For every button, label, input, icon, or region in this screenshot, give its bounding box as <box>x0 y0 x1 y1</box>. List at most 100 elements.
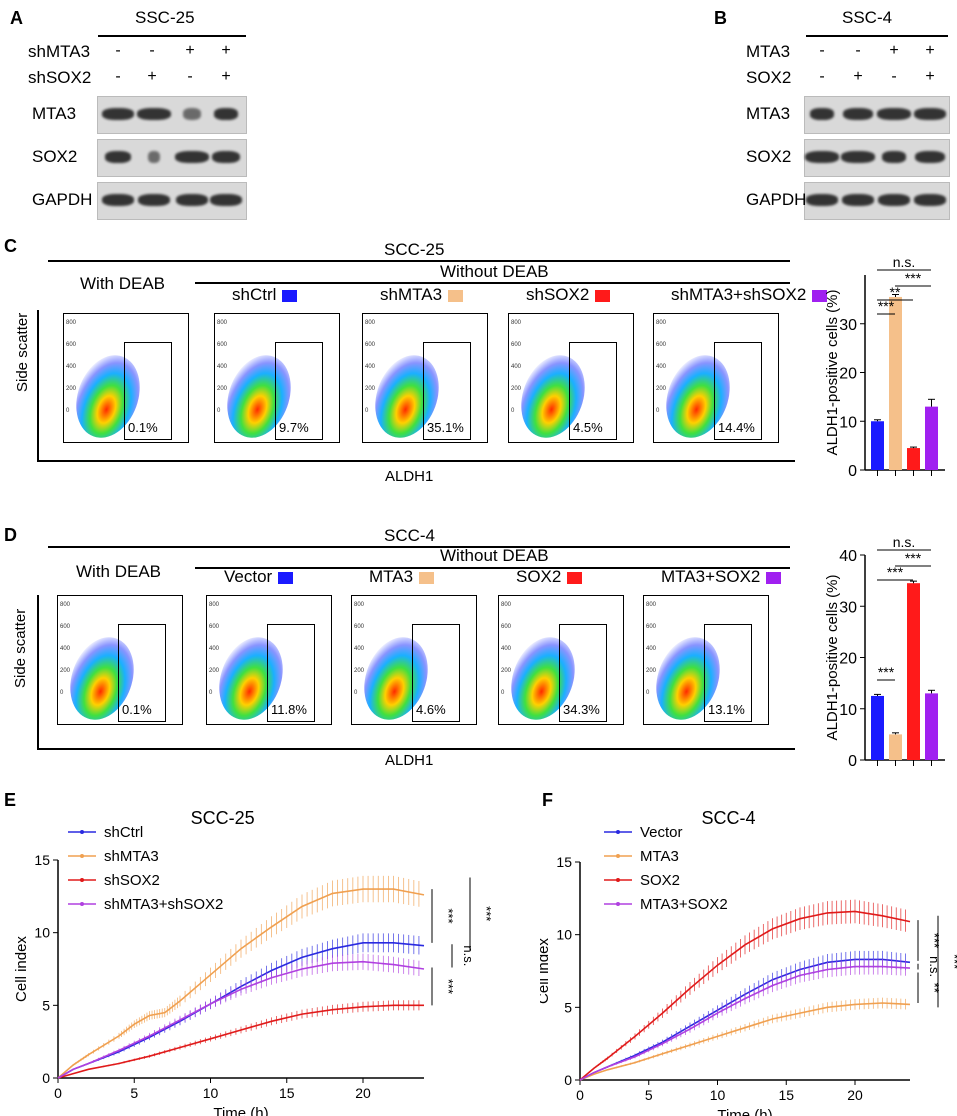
blot-band <box>878 194 910 206</box>
legend-swatch <box>282 289 298 302</box>
blot-sign: + <box>925 42 935 59</box>
flow-gate-percent: 4.5% <box>573 420 603 435</box>
line-ytick-label: 5 <box>42 997 50 1013</box>
blot-b-label-sox2: SOX2 <box>746 147 792 166</box>
blot-sign: + <box>221 42 231 59</box>
bar-ytick-label: 30 <box>839 599 857 616</box>
flow-plot: 4.6% 800 600 400 200 0 <box>351 595 477 725</box>
flow-ytick: 0 <box>646 690 650 696</box>
bar-ylabel: ALDH1-positive cells (%) <box>824 575 841 741</box>
blot-row-label: SOX2 <box>746 68 792 87</box>
flow-ytick: 200 <box>217 386 228 392</box>
flow-ytick: 200 <box>646 668 657 674</box>
blot-sign: - <box>115 68 121 85</box>
panel-d-with-deab: With DEAB <box>76 562 162 581</box>
bar <box>871 421 884 470</box>
line-xlabel: Time (h) <box>717 1107 772 1116</box>
panel-c-ylabel: Side scatter <box>14 312 31 392</box>
sig-label: *** <box>905 550 922 566</box>
flow-legend-item: MTA3 <box>369 567 435 587</box>
flow-ytick: 200 <box>511 386 522 392</box>
bar <box>889 734 902 760</box>
legend-label: shSOX2 <box>104 872 160 889</box>
line-series <box>57 888 425 1079</box>
blot-sign: + <box>853 68 863 85</box>
flow-ytick: 0 <box>656 408 660 414</box>
flow-gate-percent: 13.1% <box>708 702 745 717</box>
flow-ytick: 800 <box>209 602 220 608</box>
blot-band <box>212 151 240 163</box>
bar-ytick-label: 0 <box>848 753 857 770</box>
legend-label: shCtrl <box>104 824 143 841</box>
line-xtick-label: 5 <box>130 1085 138 1101</box>
sig-label: n.s. <box>893 254 916 270</box>
panel-d-title-line <box>48 546 790 548</box>
panel-d-letter: D <box>4 525 17 545</box>
panel-c-title: SCC-25 <box>384 240 445 259</box>
blot-sign: + <box>147 68 157 85</box>
flow-ytick: 200 <box>209 668 220 674</box>
flow-ytick: 200 <box>365 386 376 392</box>
bar <box>925 406 938 470</box>
line-series <box>579 958 911 1081</box>
sig-label: n.s. <box>927 956 942 977</box>
blot-a-label-mta3: MTA3 <box>32 104 77 123</box>
panel-d-without-deab: Without DEAB <box>440 546 549 565</box>
blot-band <box>842 194 874 206</box>
panel-b-title: SSC-4 <box>842 8 893 27</box>
blot-band <box>843 108 873 120</box>
legend-label: SOX2 <box>640 872 680 889</box>
panel-d-ylabel: Side scatter <box>12 608 29 688</box>
legend-swatch <box>419 571 435 584</box>
flow-gate <box>275 342 323 440</box>
blot-band <box>102 194 134 206</box>
flow-gate <box>423 342 471 440</box>
flow-plot: 34.3% 800 600 400 200 0 <box>498 595 624 725</box>
flow-gate-percent: 9.7% <box>279 420 309 435</box>
sig-label: ** <box>890 284 901 300</box>
legend-swatch <box>766 571 782 584</box>
flow-ytick: 400 <box>60 646 71 652</box>
bar-ytick-label: 10 <box>839 414 857 431</box>
line-xtick-label: 20 <box>847 1087 863 1103</box>
flow-ytick: 0 <box>354 690 358 696</box>
flow-plot: 0.1% 800 600 400 200 0 <box>57 595 183 725</box>
panel-d-title: SCC-4 <box>384 526 436 545</box>
blot-sign: - <box>891 68 897 85</box>
bar <box>889 296 902 470</box>
panel-e-letter: E <box>4 790 17 810</box>
blot-a-label-gapdh: GAPDH <box>32 190 93 209</box>
flow-ytick: 800 <box>217 320 228 326</box>
flow-y-axis <box>37 595 39 748</box>
line-series <box>579 965 911 1081</box>
blot-sign: + <box>221 68 231 85</box>
legend-label: Vector <box>640 824 683 841</box>
legend-swatch <box>448 289 464 302</box>
flow-ytick: 400 <box>209 646 220 652</box>
flow-ytick: 0 <box>511 408 515 414</box>
flow-plot: 9.7% 800 600 400 200 0 <box>214 313 340 443</box>
flow-ytick: 600 <box>365 342 376 348</box>
flow-ytick: 800 <box>646 602 657 608</box>
flow-gate-percent: 34.3% <box>563 702 600 717</box>
sig-label: *** <box>887 564 904 580</box>
legend-marker <box>80 854 84 858</box>
blot-band <box>810 108 834 120</box>
panel-c-xlabel: ALDH1 <box>385 468 434 485</box>
line-xtick-label: 15 <box>279 1085 295 1101</box>
flow-ytick: 600 <box>511 342 522 348</box>
blot-sign: - <box>819 42 825 59</box>
legend-swatch <box>595 289 611 302</box>
flow-plot: 14.4% 800 600 400 200 0 <box>653 313 779 443</box>
sig-label: *** <box>441 908 456 923</box>
line-xtick-label: 20 <box>355 1085 371 1101</box>
blot-band <box>105 151 131 163</box>
blot-band <box>183 108 201 120</box>
flow-plot: 13.1% 800 600 400 200 0 <box>643 595 769 725</box>
blot-band <box>175 151 209 163</box>
line-xtick-label: 10 <box>203 1085 219 1101</box>
blot-band <box>841 151 875 163</box>
flow-ytick: 200 <box>656 386 667 392</box>
